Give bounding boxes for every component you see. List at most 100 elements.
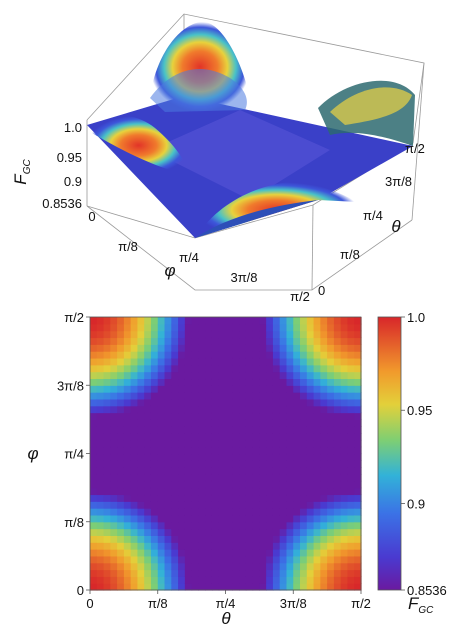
heatmap-cell [90, 317, 98, 325]
heatmap-cell [320, 337, 328, 345]
heatmap-cell [137, 528, 145, 536]
heatmap-cell [211, 528, 220, 536]
heatmap-cell [286, 426, 294, 434]
heatmap-cell [306, 398, 315, 407]
heatmap-cell [198, 549, 206, 557]
heatmap-cell [313, 460, 321, 468]
heatmap-cell [198, 446, 206, 455]
heatmap-cell [164, 330, 172, 339]
heatmap-cell [320, 426, 328, 434]
heatmap-cell [117, 467, 125, 475]
heatmap-cell [218, 542, 227, 550]
heatmap-cell [191, 419, 200, 427]
heatmap-cell [178, 330, 186, 339]
heatmap-cell [286, 385, 294, 393]
heatmap-cell [164, 371, 172, 380]
heatmap-cell [232, 521, 240, 530]
heatmap-cell [164, 535, 172, 543]
heatmap-cell [252, 357, 260, 366]
heatmap-cell [327, 323, 335, 332]
heatmap-cell [103, 583, 111, 591]
heatmap-cell [279, 453, 288, 461]
heatmap-cell [259, 419, 267, 427]
heatmap-cell [117, 371, 125, 380]
heatmap-cell [225, 357, 233, 366]
heatmap-cell [178, 323, 186, 332]
heatmap-cell [157, 426, 166, 434]
heatmap-cell [252, 405, 260, 414]
heatmap-cell [171, 364, 179, 373]
heatmap-cell [218, 508, 227, 516]
heatmap-cell [171, 419, 179, 427]
heatmap-cell [178, 514, 186, 523]
heatmap-cell [150, 501, 159, 509]
heatmap-cell [354, 508, 362, 516]
heatmap-cell [157, 460, 166, 468]
heatmap-cell [279, 439, 288, 448]
heatmap-cell [293, 419, 301, 427]
heatmap-cell [96, 351, 105, 359]
heatmap-cell [245, 433, 254, 441]
heatmap-cell [137, 317, 145, 325]
heatmap-cell [130, 344, 139, 352]
heatmap-cell [96, 419, 105, 427]
heatmap-cell [225, 494, 233, 502]
heatmap-cell [225, 412, 233, 420]
heatmap-cell [205, 364, 213, 373]
heatmap-cell [272, 514, 281, 523]
heatmap-cell [232, 508, 240, 516]
heatmap-cell [259, 473, 267, 482]
heatmap-cell [117, 535, 125, 543]
heatmap-cell [225, 521, 233, 530]
heatmap-cell [286, 494, 294, 502]
surface-lobe-left [87, 115, 190, 175]
heatmap-cell [123, 535, 132, 543]
heatmap-cell [225, 473, 233, 482]
heatmap-cell [252, 535, 260, 543]
heatmap-cell [347, 330, 355, 339]
heatmap-cell [293, 508, 301, 516]
heatmap-cell [150, 508, 159, 516]
heatmap-cell [130, 398, 139, 407]
heatmap-cell [110, 344, 118, 352]
heatmap-cell [117, 494, 125, 502]
heatmap-cell [218, 453, 227, 461]
heatmap-cell [103, 419, 111, 427]
heatmap-cell [144, 357, 152, 366]
heatmap-cell [191, 460, 200, 468]
heatmap-cell [191, 323, 200, 332]
heatmap-cell [90, 528, 98, 536]
heatmap-cell [279, 371, 288, 380]
heatmap-cell [272, 371, 281, 380]
heatmap-cell [300, 446, 308, 455]
heatmap-cell [333, 576, 342, 584]
heatmap-cell [239, 562, 247, 571]
heatmap-cell [198, 330, 206, 339]
heatmap-cell [130, 555, 139, 564]
heatmap-cell [198, 528, 206, 536]
heatmap-cell [137, 514, 145, 523]
heatmap-cell [171, 501, 179, 509]
heatmap-cell [144, 521, 152, 530]
heatmap-cell [150, 330, 159, 339]
heatmap-cell [117, 480, 125, 489]
heatmap-cell [178, 480, 186, 489]
heatmap-cell [218, 439, 227, 448]
heatmap-cell [327, 542, 335, 550]
heatmap-cell [137, 439, 145, 448]
heatmap-cell [259, 528, 267, 536]
heatmap-cell [117, 473, 125, 482]
heatmap-cell [130, 317, 139, 325]
heatmap-cell [211, 487, 220, 496]
heatmap-cell [117, 501, 125, 509]
heatmap-cell [90, 330, 98, 339]
heatmap-cell [184, 351, 193, 359]
heatmap-cell [252, 337, 260, 345]
heatmap-cell [279, 392, 288, 400]
heatmap-cell [164, 385, 172, 393]
heatmap-cell [239, 398, 247, 407]
heatmap-cell [205, 473, 213, 482]
heatmap-cell [123, 528, 132, 536]
heatmap-cell [103, 344, 111, 352]
heatmap-cell [218, 392, 227, 400]
